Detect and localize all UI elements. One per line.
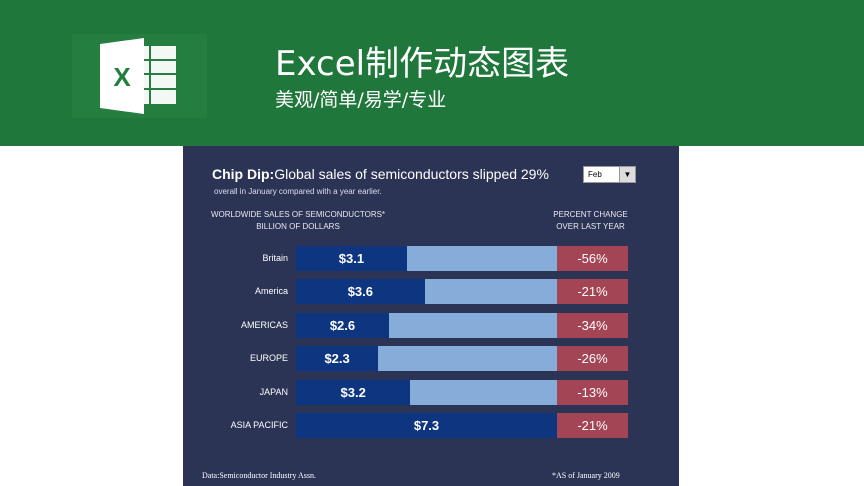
pct-change: -13% xyxy=(557,379,628,405)
bar-row: JAPAN $3.2 -13% xyxy=(183,379,679,405)
value-label: $7.3 xyxy=(413,418,440,433)
chevron-down-icon[interactable]: ▼ xyxy=(619,167,635,182)
pct-change: -21% xyxy=(557,413,628,438)
pct-change: -34% xyxy=(557,312,628,338)
category-label: Britain xyxy=(262,253,288,263)
bar-row: AMERICAS $2.6 -34% xyxy=(183,312,679,338)
right-header: PERCENT CHANGE OVER LAST YEAR xyxy=(553,210,628,231)
pct-change: -56% xyxy=(557,246,628,271)
slide-title: Excel制作动态图表 xyxy=(275,44,570,84)
bar xyxy=(296,346,379,372)
source-note: Data:Semiconductor Industry Assn. xyxy=(202,471,316,480)
slide-header: X Excel制作动态图表 美观/简单/易学/专业 xyxy=(0,0,864,146)
category-label: ASIA PACIFIC xyxy=(230,420,288,430)
bar-row: Britain $3.1 -56% xyxy=(183,246,679,271)
bar-row: America $3.6 -21% xyxy=(183,279,679,305)
footnote: *AS of January 2009 xyxy=(552,471,620,480)
bar-track: $2.3 xyxy=(296,346,557,372)
chart-title: Chip Dip:Global sales of semiconductors … xyxy=(212,166,549,182)
left-header: WORLDWIDE SALES OF SEMICONDUCTORS* BILLIO… xyxy=(210,210,386,231)
value-label: $3.6 xyxy=(347,284,373,300)
excel-logo: X xyxy=(72,34,207,118)
bar-track: $3.6 xyxy=(296,279,557,305)
svg-text:X: X xyxy=(113,62,131,92)
month-dropdown[interactable]: Feb ▼ xyxy=(583,166,636,183)
bar-track: $7.3 xyxy=(296,413,557,438)
bar-track: $3.1 xyxy=(296,246,557,271)
bar-row: ASIA PACIFIC $7.3 -21% xyxy=(183,413,679,438)
pct-change: -21% xyxy=(557,279,628,305)
bar xyxy=(296,413,557,438)
bar-track: $2.6 xyxy=(296,312,557,338)
bar-row: EUROPE $2.3 -26% xyxy=(183,346,679,372)
bar xyxy=(296,246,407,271)
value-label: $2.3 xyxy=(324,351,350,367)
bar xyxy=(296,279,425,305)
value-label: $2.6 xyxy=(329,317,356,333)
value-label: $3.1 xyxy=(338,251,365,266)
pct-change: -26% xyxy=(557,346,628,372)
slide-subtitle: 美观/简单/易学/专业 xyxy=(275,89,447,111)
bar-track: $3.2 xyxy=(296,379,557,405)
value-label: $3.2 xyxy=(340,384,366,400)
chart-panel: Chip Dip:Global sales of semiconductors … xyxy=(183,146,679,486)
bar xyxy=(296,379,411,405)
category-label: JAPAN xyxy=(259,386,288,397)
category-label: AMERICAS xyxy=(240,319,288,330)
category-label: EUROPE xyxy=(249,353,288,364)
chart-subtitle: overall in January compared with a year … xyxy=(214,187,382,196)
bar xyxy=(296,312,389,338)
category-label: America xyxy=(254,286,288,297)
